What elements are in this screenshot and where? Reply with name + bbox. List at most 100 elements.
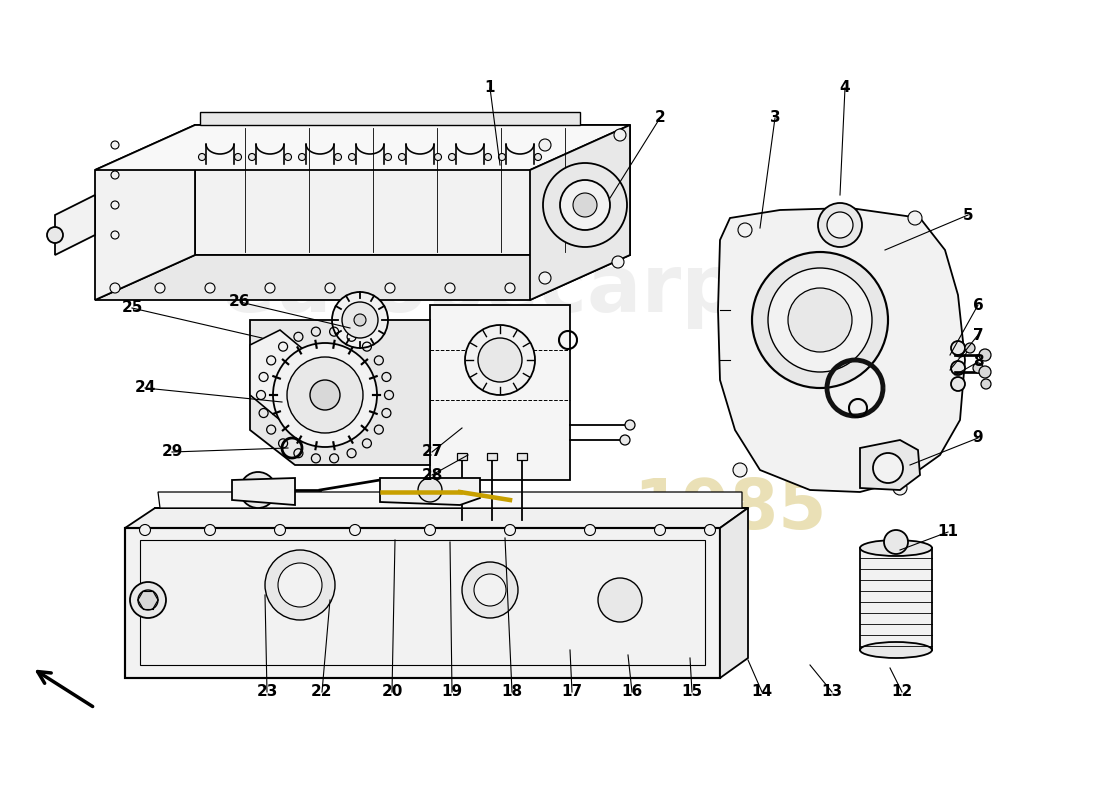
- Circle shape: [111, 201, 119, 209]
- Text: 15: 15: [681, 685, 703, 699]
- Circle shape: [704, 525, 715, 535]
- Circle shape: [240, 472, 276, 508]
- Circle shape: [334, 154, 341, 161]
- Circle shape: [981, 379, 991, 389]
- Circle shape: [539, 272, 551, 284]
- Circle shape: [138, 590, 158, 610]
- Text: 9: 9: [972, 430, 983, 446]
- Circle shape: [560, 180, 610, 230]
- Circle shape: [543, 163, 627, 247]
- Circle shape: [768, 268, 872, 372]
- Circle shape: [155, 283, 165, 293]
- Polygon shape: [379, 478, 480, 505]
- Circle shape: [598, 578, 642, 622]
- Circle shape: [234, 154, 242, 161]
- Text: 5: 5: [962, 207, 974, 222]
- Circle shape: [873, 453, 903, 483]
- Circle shape: [974, 363, 983, 373]
- Text: 19: 19: [441, 685, 463, 699]
- Circle shape: [884, 530, 908, 554]
- Circle shape: [385, 154, 392, 161]
- Text: 20: 20: [382, 685, 403, 699]
- Circle shape: [788, 288, 853, 352]
- Circle shape: [654, 525, 666, 535]
- Circle shape: [620, 435, 630, 445]
- Polygon shape: [125, 528, 720, 678]
- Circle shape: [535, 154, 541, 161]
- Text: 4: 4: [839, 81, 850, 95]
- Circle shape: [385, 283, 395, 293]
- Circle shape: [449, 154, 455, 161]
- Text: 24: 24: [134, 381, 156, 395]
- Text: 1: 1: [485, 81, 495, 95]
- Circle shape: [205, 525, 216, 535]
- Text: 12: 12: [891, 685, 913, 699]
- Circle shape: [474, 574, 506, 606]
- Circle shape: [110, 283, 120, 293]
- Circle shape: [979, 366, 991, 378]
- Polygon shape: [158, 492, 742, 508]
- Text: 7: 7: [972, 327, 983, 342]
- Polygon shape: [125, 508, 748, 528]
- Circle shape: [310, 380, 340, 410]
- Circle shape: [478, 338, 522, 382]
- Circle shape: [505, 283, 515, 293]
- Polygon shape: [720, 508, 748, 678]
- Circle shape: [140, 525, 151, 535]
- Circle shape: [952, 361, 965, 375]
- Circle shape: [539, 139, 551, 151]
- Circle shape: [952, 377, 965, 391]
- Circle shape: [249, 154, 255, 161]
- Circle shape: [47, 227, 63, 243]
- Circle shape: [752, 252, 888, 388]
- Circle shape: [818, 203, 862, 247]
- Circle shape: [285, 154, 292, 161]
- Text: 27: 27: [421, 445, 442, 459]
- Polygon shape: [517, 453, 527, 460]
- Circle shape: [265, 283, 275, 293]
- Circle shape: [275, 525, 286, 535]
- Circle shape: [111, 141, 119, 149]
- Text: 26: 26: [229, 294, 251, 310]
- Text: 17: 17: [561, 685, 583, 699]
- Circle shape: [498, 154, 506, 161]
- Circle shape: [130, 582, 166, 618]
- Text: a passion for parts: a passion for parts: [332, 576, 628, 644]
- Polygon shape: [95, 125, 195, 300]
- Polygon shape: [95, 255, 630, 300]
- Text: 11: 11: [937, 525, 958, 539]
- Circle shape: [342, 302, 378, 338]
- Polygon shape: [195, 125, 630, 255]
- Circle shape: [953, 343, 967, 357]
- Circle shape: [465, 325, 535, 395]
- Polygon shape: [860, 548, 932, 650]
- Circle shape: [484, 154, 492, 161]
- Polygon shape: [718, 208, 965, 492]
- Polygon shape: [487, 453, 497, 460]
- Text: 25: 25: [121, 301, 143, 315]
- Circle shape: [965, 343, 975, 353]
- Polygon shape: [860, 440, 920, 490]
- Text: 6: 6: [972, 298, 983, 313]
- Text: 16: 16: [621, 685, 642, 699]
- Text: 23: 23: [256, 685, 277, 699]
- Circle shape: [349, 154, 355, 161]
- Text: 14: 14: [751, 685, 772, 699]
- Polygon shape: [55, 195, 95, 255]
- Text: 22: 22: [311, 685, 332, 699]
- Circle shape: [198, 154, 206, 161]
- Circle shape: [287, 357, 363, 433]
- Polygon shape: [200, 112, 580, 125]
- Text: 18: 18: [502, 685, 522, 699]
- Text: 3: 3: [770, 110, 780, 126]
- Circle shape: [434, 154, 441, 161]
- Circle shape: [462, 562, 518, 618]
- Polygon shape: [250, 330, 310, 420]
- Circle shape: [979, 349, 991, 361]
- Circle shape: [733, 463, 747, 477]
- Circle shape: [612, 256, 624, 268]
- Text: 28: 28: [421, 467, 442, 482]
- Polygon shape: [430, 305, 570, 480]
- Text: 29: 29: [162, 445, 183, 459]
- Circle shape: [893, 481, 907, 495]
